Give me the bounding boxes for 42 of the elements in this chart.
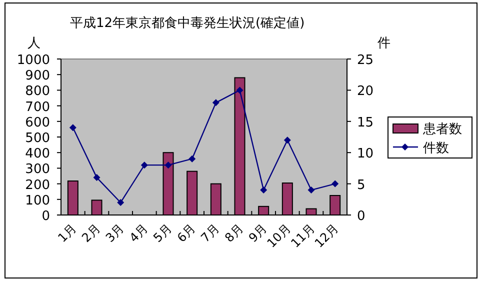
y-tick-label: 100 bbox=[25, 193, 50, 208]
y-axis-title: 人 bbox=[28, 36, 40, 51]
point bbox=[236, 86, 244, 94]
point bbox=[188, 155, 196, 162]
y2-tick-label: 10 bbox=[357, 146, 374, 162]
y-tick-label: 600 bbox=[25, 115, 50, 130]
y-tick-label: 400 bbox=[25, 146, 50, 162]
y-tick-label: 0 bbox=[42, 209, 50, 224]
x-tick-label: 8月 bbox=[222, 221, 246, 246]
y2-tick-label: 15 bbox=[357, 115, 374, 130]
point bbox=[260, 186, 268, 194]
y-tick-label: 500 bbox=[25, 131, 50, 146]
y-tick-label: 700 bbox=[25, 100, 50, 115]
x-tick-label: 2月 bbox=[79, 221, 103, 246]
y2-tick-label: 20 bbox=[357, 84, 374, 100]
point bbox=[117, 199, 124, 206]
y-tick-label: 1000 bbox=[16, 53, 50, 68]
y2-tick-label: 25 bbox=[357, 53, 374, 68]
point bbox=[284, 136, 291, 144]
legend-label: 患者数 bbox=[422, 122, 462, 137]
x-tick-label: 1月 bbox=[55, 221, 80, 246]
y2-tick-label: 0 bbox=[357, 209, 366, 224]
x-tick-label: 5月 bbox=[150, 221, 174, 246]
point bbox=[212, 99, 220, 106]
y2-tick-label: 5 bbox=[357, 178, 366, 193]
y-tick-label: 200 bbox=[25, 178, 50, 193]
y2-axis-title: 件 bbox=[378, 36, 390, 51]
point bbox=[93, 174, 100, 182]
point bbox=[308, 186, 315, 194]
y-tick-label: 300 bbox=[25, 162, 50, 178]
point bbox=[140, 162, 148, 169]
chart-title: 平成12年東京都食中毒発生状況(確定値) bbox=[70, 16, 305, 31]
x-tick-label: 7月 bbox=[198, 221, 222, 246]
x-tick-label: 3月 bbox=[102, 221, 127, 246]
x-tick-label: 4月 bbox=[126, 221, 151, 246]
point bbox=[332, 180, 339, 188]
y-tick-label: 800 bbox=[25, 84, 50, 100]
legend-label: 件数 bbox=[423, 141, 449, 156]
point bbox=[69, 124, 76, 132]
y-tick-label: 900 bbox=[25, 68, 50, 84]
x-tick-label: 6月 bbox=[174, 221, 198, 246]
point bbox=[164, 162, 172, 169]
